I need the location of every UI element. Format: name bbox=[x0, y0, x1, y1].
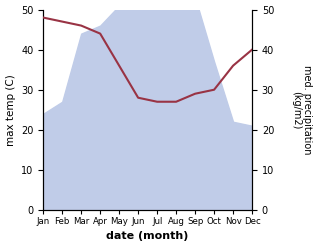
Y-axis label: med. precipitation
(kg/m2): med. precipitation (kg/m2) bbox=[291, 65, 313, 155]
Y-axis label: max temp (C): max temp (C) bbox=[5, 74, 16, 146]
X-axis label: date (month): date (month) bbox=[107, 231, 189, 242]
